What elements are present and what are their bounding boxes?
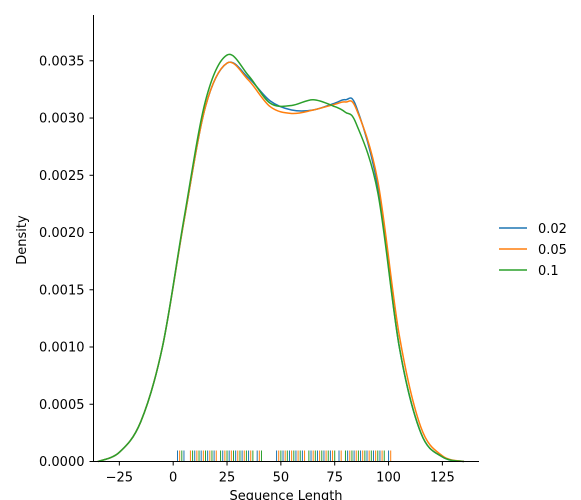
y-tick-label: 0.0035 bbox=[39, 54, 85, 69]
x-tick-label: 0 bbox=[169, 471, 177, 486]
legend-label: 0.02 bbox=[538, 222, 567, 237]
legend-item: 0.05 bbox=[499, 243, 567, 258]
x-tick-label: 100 bbox=[376, 471, 401, 486]
legend-item: 0.02 bbox=[499, 222, 567, 237]
legend-item: 0.1 bbox=[499, 264, 559, 279]
density-line-0.05 bbox=[97, 61, 465, 463]
y-ticks: 0.0000 0.0005 0.0010 0.0015 0.0020 0.0025 0.00… bbox=[39, 54, 94, 470]
x-tick-label: 125 bbox=[430, 471, 455, 486]
y-tick-label: 0.0000 bbox=[39, 455, 85, 470]
y-tick-label: 0.0030 bbox=[39, 112, 85, 127]
x-ticks: −25 0 25 50 75 100 125 bbox=[106, 461, 455, 486]
x-tick-label: −25 bbox=[106, 471, 133, 486]
rug-layer bbox=[176, 450, 392, 462]
density-line-0.02 bbox=[97, 61, 465, 463]
density-lines-layer bbox=[97, 53, 465, 463]
y-tick-label: 0.0005 bbox=[39, 398, 85, 413]
x-tick-label: 50 bbox=[273, 471, 290, 486]
density-line-0.1 bbox=[97, 53, 465, 463]
y-axis-label: Density bbox=[15, 215, 30, 265]
y-tick-label: 0.0015 bbox=[39, 283, 85, 298]
y-tick-label: 0.0010 bbox=[39, 341, 85, 356]
y-tick-label: 0.0025 bbox=[39, 169, 85, 184]
x-tick-label: 25 bbox=[219, 471, 236, 486]
y-tick-label: 0.0020 bbox=[39, 226, 85, 241]
x-tick-label: 75 bbox=[326, 471, 343, 486]
x-axis-label: Sequence Length bbox=[229, 489, 342, 500]
legend-label: 0.1 bbox=[538, 264, 559, 279]
legend: 0.02 0.05 0.1 bbox=[499, 222, 567, 279]
legend-label: 0.05 bbox=[538, 243, 567, 258]
